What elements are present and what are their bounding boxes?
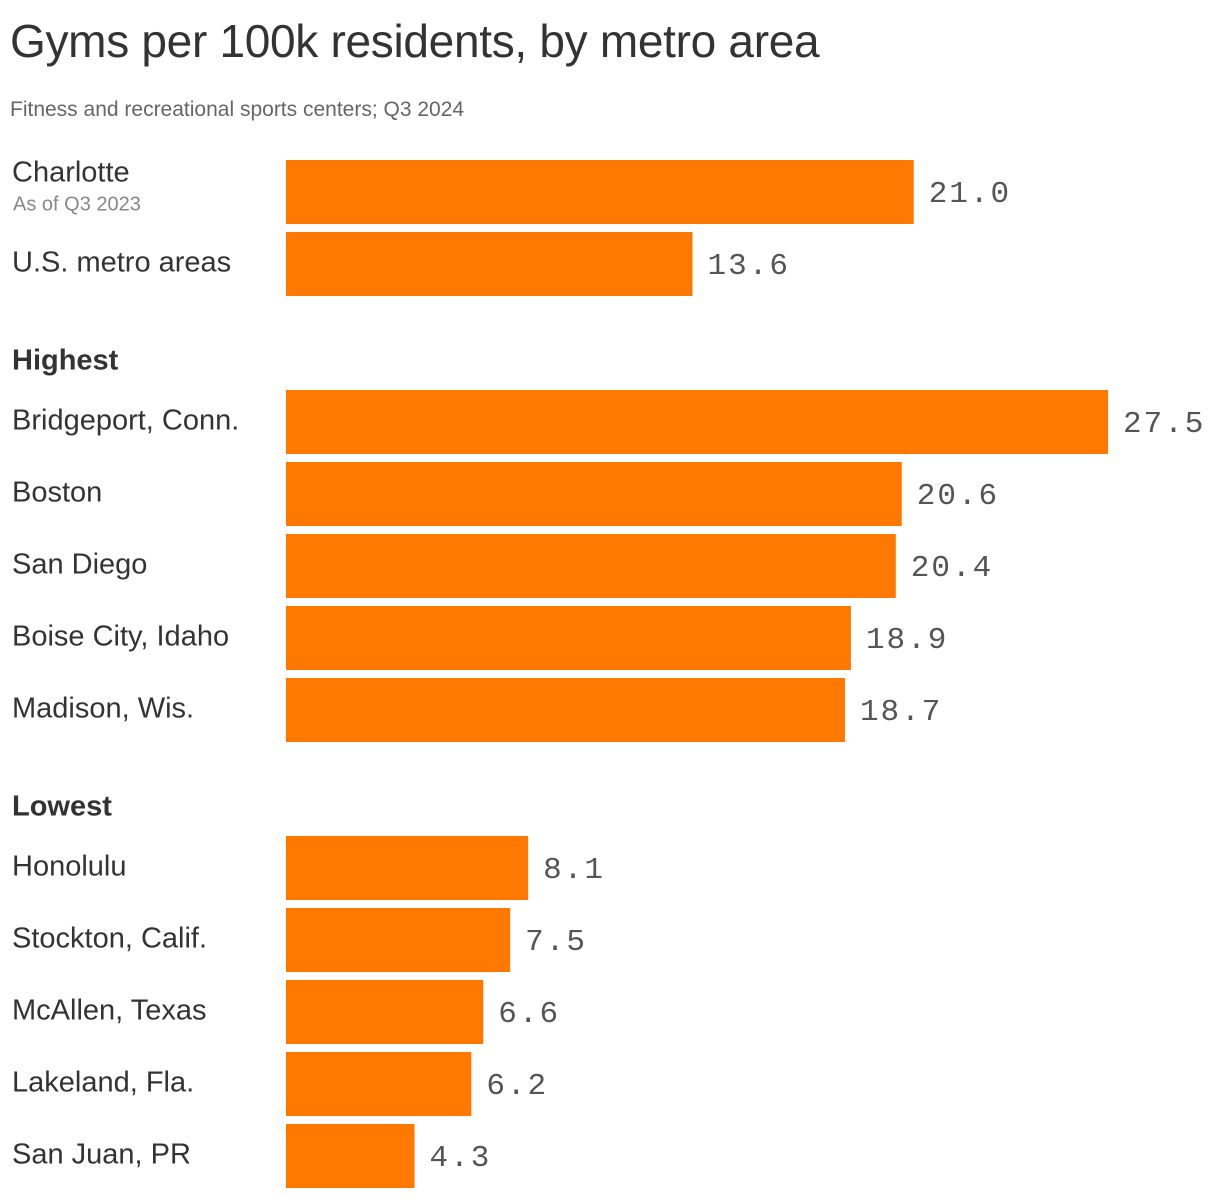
value-label-boston: 20.6 [917,479,999,514]
bar-honolulu [286,836,529,900]
bar-u-s-metro-areas [286,232,693,296]
value-label-boise-city-idaho: 18.9 [866,623,948,658]
section-label-lowest: Lowest [12,791,112,823]
category-note-charlotte: As of Q3 2023 [13,193,141,215]
category-label-stockton-calif: Stockton, Calif. [12,923,207,955]
category-label-lakeland-fla: Lakeland, Fla. [12,1067,194,1099]
bar-boston [286,462,902,526]
section-label-highest: Highest [12,345,119,377]
bar-bridgeport-conn [286,390,1108,454]
bar-madison-wis [286,678,845,742]
category-label-honolulu: Honolulu [12,851,126,883]
bar-charlotte [286,160,914,224]
value-label-stockton-calif: 7.5 [525,925,587,960]
value-label-san-diego: 20.4 [911,551,993,586]
value-label-madison-wis: 18.7 [860,695,942,730]
value-label-u-s-metro-areas: 13.6 [708,249,790,284]
value-label-mcallen-texas: 6.6 [498,997,560,1032]
category-label-san-juan-pr: San Juan, PR [12,1139,191,1171]
bar-lakeland-fla [286,1052,472,1116]
value-label-san-juan-pr: 4.3 [430,1141,492,1176]
category-label-mcallen-texas: McAllen, Texas [12,995,207,1027]
value-label-honolulu: 8.1 [543,853,605,888]
chart-subtitle: Fitness and recreational sports centers;… [10,98,465,121]
value-label-lakeland-fla: 6.2 [486,1069,548,1104]
category-label-boise-city-idaho: Boise City, Idaho [12,621,229,653]
bar-mcallen-texas [286,980,484,1044]
value-label-bridgeport-conn: 27.5 [1123,407,1205,442]
category-label-madison-wis: Madison, Wis. [12,693,194,725]
category-label-u-s-metro-areas: U.S. metro areas [12,247,231,279]
bar-san-diego [286,534,896,598]
bar-boise-city-idaho [286,606,851,670]
chart-title: Gyms per 100k residents, by metro area [10,15,820,67]
category-label-boston: Boston [12,477,102,509]
bar-stockton-calif [286,908,511,972]
category-label-san-diego: San Diego [12,549,147,581]
value-label-charlotte: 21.0 [929,177,1011,212]
bar-san-juan-pr [286,1124,415,1188]
category-label-charlotte: Charlotte [12,157,130,189]
category-label-bridgeport-conn: Bridgeport, Conn. [12,405,239,437]
